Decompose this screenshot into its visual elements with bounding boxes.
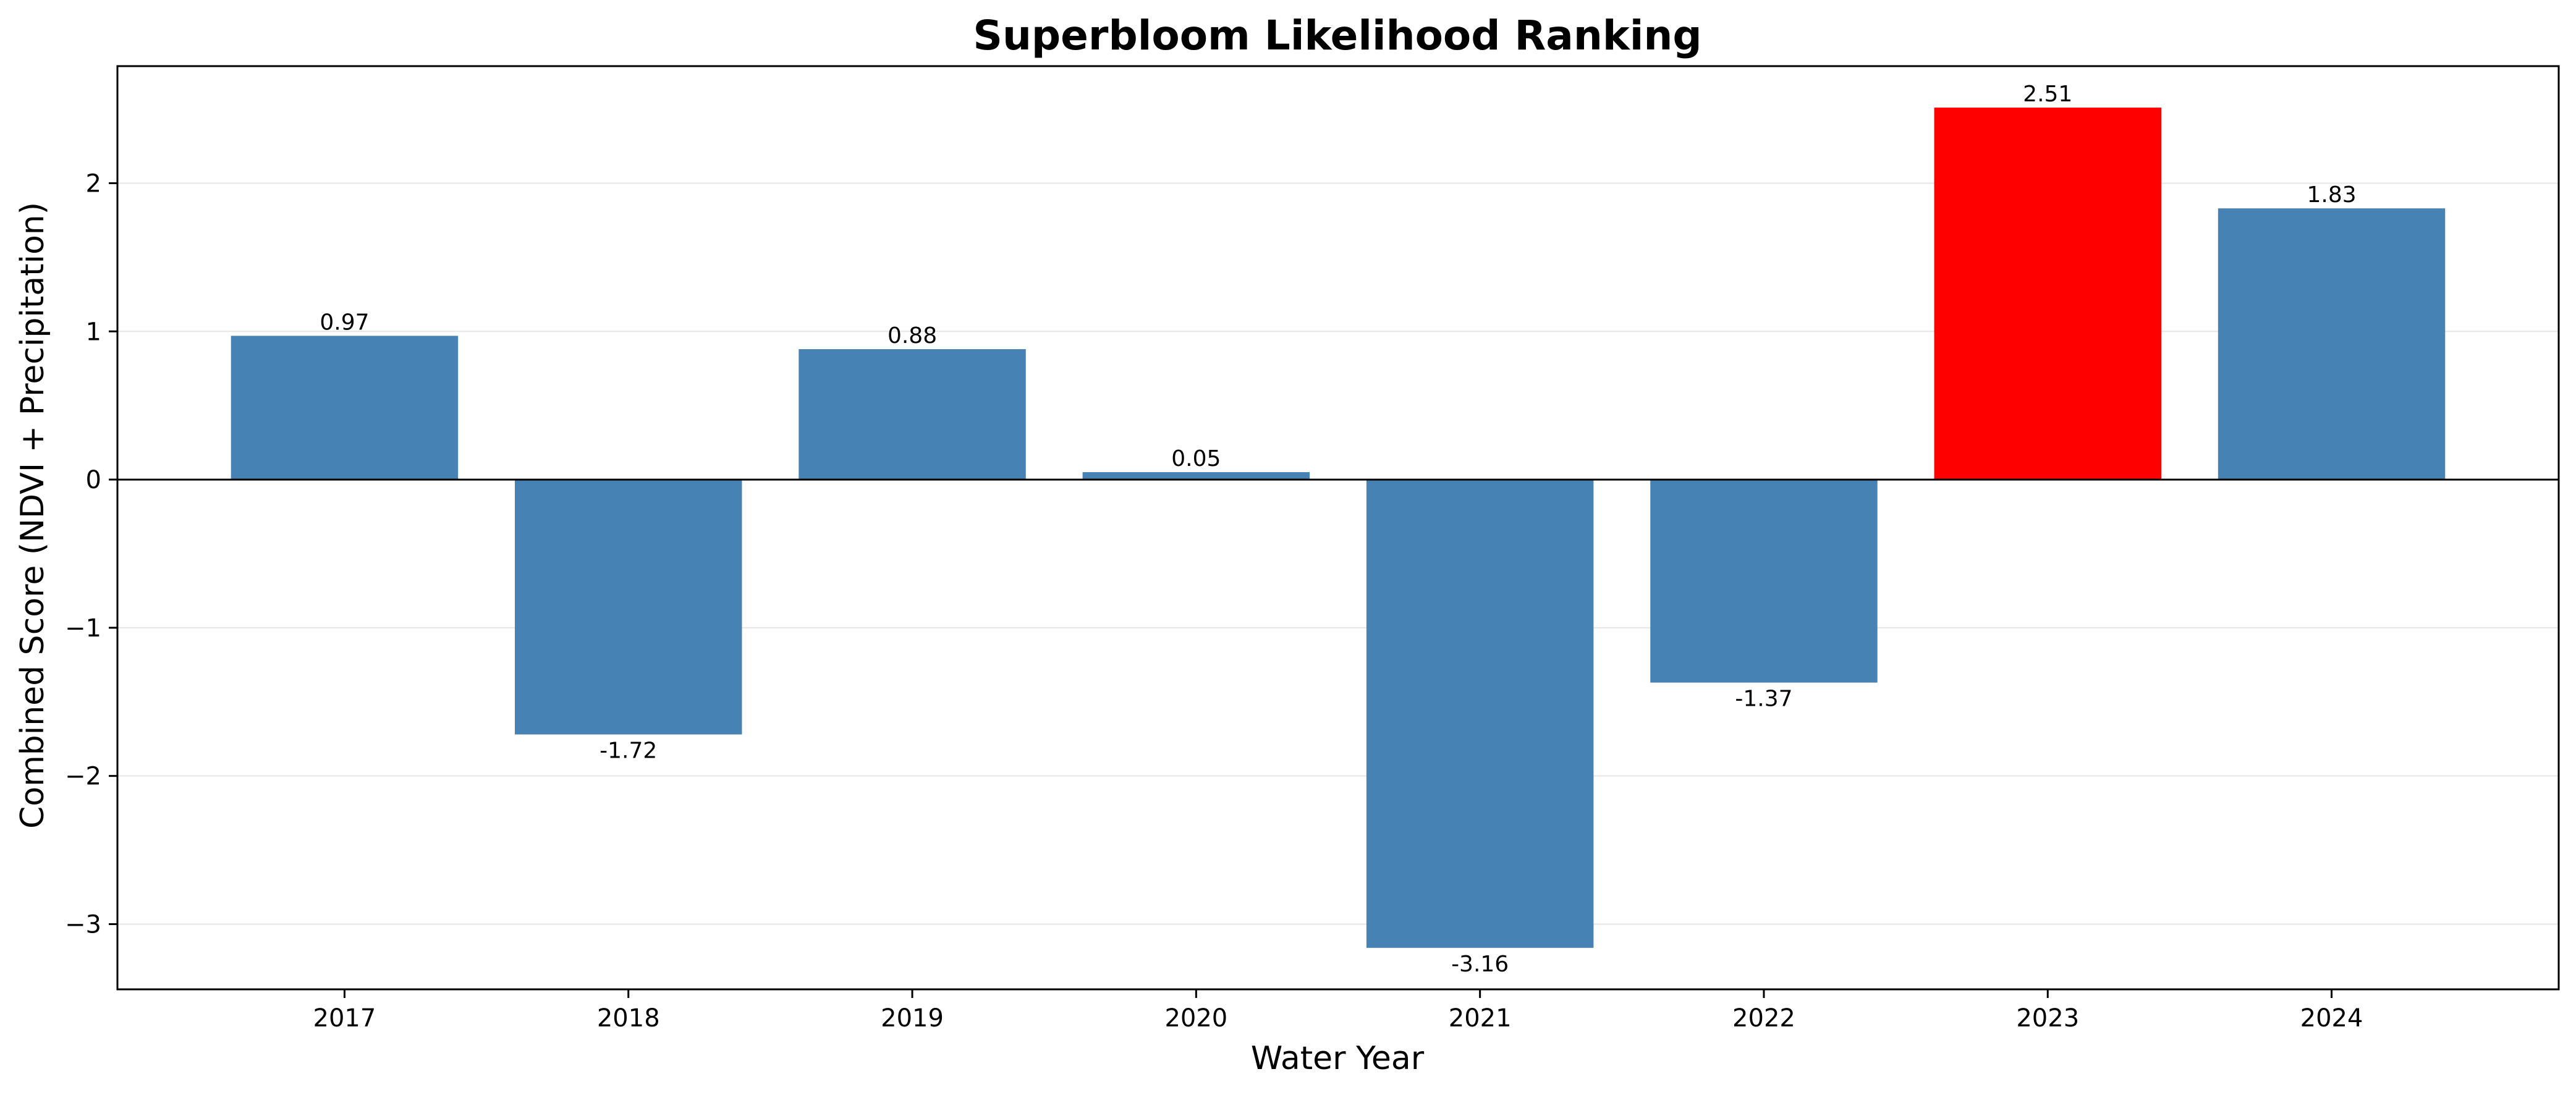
bar-2022 [1650,480,1878,683]
y-tick-label: 1 [86,318,101,346]
plot-frame [116,65,2560,991]
x-axis-label: Water Year [1251,1040,1425,1077]
x-tick-label-2019: 2019 [881,1004,944,1033]
x-tick-label-2017: 2017 [313,1004,376,1033]
bar-2020 [1082,472,1310,480]
y-tick-label: −3 [65,910,101,939]
chart-title: Superbloom Likelihood Ranking [973,12,1701,59]
y-tick-label: 2 [86,169,101,198]
data-label-2018: -1.72 [600,738,657,764]
x-tick-label-2023: 2023 [2016,1004,2079,1033]
data-label-2020: 0.05 [1171,446,1221,471]
y-axis: −3 −2 −1 0 1 2 [65,169,117,939]
y-tick-label: 0 [86,466,101,494]
x-axis: 2017 2018 2019 2020 2021 2022 2023 2024 [313,989,2363,1033]
x-tick-label-2022: 2022 [1732,1004,1795,1033]
grid-lines [117,182,2559,925]
data-label-2024: 1.83 [2307,182,2356,208]
data-labels: 0.97 -1.72 0.88 0.05 -3.16 -1.37 2.51 1.83 [320,82,2356,977]
bar-2017 [231,336,459,480]
data-label-2019: 0.88 [888,323,937,349]
bar-2023 [1934,108,2161,480]
data-label-2023: 2.51 [2023,82,2072,107]
bar-2021 [1366,480,1594,948]
x-tick-label-2018: 2018 [597,1004,660,1033]
x-tick-label-2020: 2020 [1164,1004,1227,1033]
data-label-2017: 0.97 [320,310,369,335]
y-axis-label: Combined Score (NDVI + Precipitation) [14,202,51,829]
bar-2019 [799,349,1026,480]
x-tick-label-2024: 2024 [2300,1004,2363,1033]
bars [231,108,2446,948]
y-tick-label: −1 [65,614,101,643]
data-label-2022: -1.37 [1735,687,1792,712]
bar-2018 [515,480,742,735]
y-tick-label: −2 [65,763,101,791]
bar-2024 [2218,208,2446,480]
data-label-2021: -3.16 [1451,952,1509,977]
x-tick-label-2021: 2021 [1449,1004,1512,1033]
